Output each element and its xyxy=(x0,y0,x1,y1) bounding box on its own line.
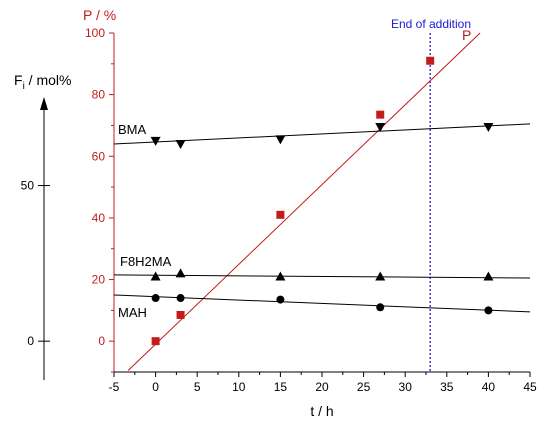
markers-layer xyxy=(150,56,494,346)
p-point xyxy=(376,110,385,119)
f-axis-arrow xyxy=(40,97,48,110)
f-tick-label: 0 xyxy=(27,334,34,348)
x-tick-label: 30 xyxy=(399,380,413,394)
f8h2ma-point xyxy=(375,271,386,281)
f8h2ma-series-label: F8H2MA xyxy=(120,254,172,269)
mah-point xyxy=(276,295,285,304)
x-tick-label: 40 xyxy=(482,380,496,394)
p-fit-line xyxy=(127,32,481,371)
x-tick-label: 45 xyxy=(523,380,537,394)
f-axis-title: Fi / mol% xyxy=(14,72,71,92)
vline-label: End of addition xyxy=(391,17,471,31)
p-tick-label: 0 xyxy=(98,334,105,348)
fit-lines-layer xyxy=(113,32,531,371)
bma-point xyxy=(483,122,494,132)
x-tick-label: 25 xyxy=(357,380,371,394)
mah-point xyxy=(176,294,185,303)
x-tick-label: 5 xyxy=(194,380,201,394)
x-tick-label: 0 xyxy=(152,380,159,394)
x-tick-label: 15 xyxy=(274,380,288,394)
p-point xyxy=(176,310,185,319)
mah-fit-line xyxy=(113,294,531,313)
mah-point xyxy=(484,306,493,315)
bma-series-label: BMA xyxy=(118,122,147,137)
x-tick-label: -5 xyxy=(109,380,120,394)
mah-point xyxy=(151,294,160,303)
p-axis-title: P / % xyxy=(83,7,116,23)
mah-series-label: MAH xyxy=(118,305,147,320)
f8h2ma-point xyxy=(275,271,286,281)
p-point xyxy=(426,56,435,65)
p-tick-label: 40 xyxy=(92,211,106,225)
f8h2ma-point xyxy=(150,271,161,281)
p-tick-label: 60 xyxy=(92,149,106,163)
f-tick-label: 50 xyxy=(21,179,35,193)
mah-point xyxy=(376,303,385,312)
x-axis-title: t / h xyxy=(310,403,333,419)
bma-point xyxy=(175,139,186,149)
p-tick-label: 20 xyxy=(92,273,106,287)
p-tick-label: 80 xyxy=(92,88,106,102)
x-tick-label: 20 xyxy=(315,380,329,394)
p-point xyxy=(151,337,160,346)
bma-point xyxy=(150,136,161,146)
p-point xyxy=(276,210,285,219)
labels-layer: -5 0 5 10 15 20 25 30 35 40 45 0 20 40 60 80 100 0 50 P BMA F… xyxy=(21,26,537,394)
bma-point xyxy=(275,135,286,145)
bma-point xyxy=(375,122,386,132)
x-tick-label: 10 xyxy=(232,380,246,394)
axes-layer xyxy=(38,32,531,380)
x-tick-label: 35 xyxy=(440,380,454,394)
p-series-label: P xyxy=(462,27,471,43)
f8h2ma-point xyxy=(175,268,186,278)
f8h2ma-point xyxy=(483,271,494,281)
p-tick-label: 100 xyxy=(85,26,105,40)
